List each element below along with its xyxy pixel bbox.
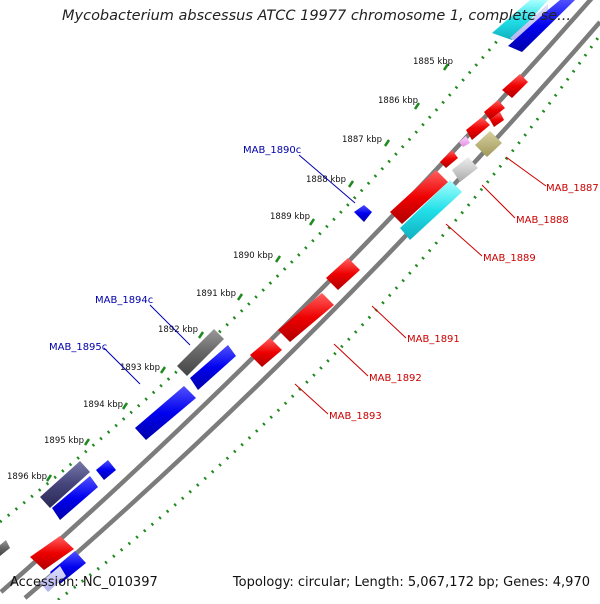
gene-feature[interactable]	[354, 205, 372, 222]
map-title: Mycobacterium abscessus ATCC 19977 chrom…	[62, 8, 571, 24]
gene-feature[interactable]	[40, 461, 90, 508]
gene-label-mab-1893[interactable]: MAB_1893	[329, 411, 382, 422]
tick-mark	[347, 180, 355, 188]
tick-mark	[308, 218, 316, 226]
gene-feature[interactable]	[466, 117, 490, 140]
tick-label: 1886 kbp	[378, 96, 418, 106]
gene-feature[interactable]	[96, 460, 116, 480]
tick-mark	[45, 474, 53, 482]
gene-feature[interactable]	[135, 386, 196, 440]
gene-label-mab-1891[interactable]: MAB_1891	[407, 334, 460, 345]
gene-feature[interactable]	[326, 258, 360, 290]
backbone-inner	[23, 20, 600, 600]
leader-line	[333, 343, 369, 377]
tick-mark	[236, 293, 244, 301]
gene-feature[interactable]	[490, 112, 504, 127]
gene-feature[interactable]	[390, 170, 448, 224]
tick-mark	[159, 366, 167, 374]
gene-feature[interactable]	[459, 136, 470, 147]
gene-feature[interactable]	[250, 338, 282, 367]
tick-label: 1890 kbp	[233, 251, 273, 261]
tick-label: 1891 kbp	[196, 289, 236, 299]
tick-mark	[83, 438, 91, 446]
leader-line	[149, 304, 191, 346]
tick-mark	[442, 63, 450, 71]
leader-lines	[103, 154, 547, 415]
leader-line	[103, 347, 141, 385]
tick-label: 1895 kbp	[44, 436, 84, 446]
leader-line	[371, 305, 407, 339]
gene-labels: MAB_1887 MAB_1888 MAB_1889 MAB_1891 MAB_…	[49, 145, 599, 422]
topology-summary: Topology: circular; Length: 5,067,172 bp…	[232, 575, 590, 590]
gene-feature[interactable]	[508, 0, 575, 52]
tick-label: 1892 kbp	[158, 325, 198, 335]
tick-label: 1885 kbp	[413, 57, 453, 67]
gene-feature[interactable]	[0, 540, 10, 556]
gene-feature[interactable]	[492, 0, 548, 40]
tick-label: 1894 kbp	[83, 400, 123, 410]
tick-mark	[413, 102, 421, 110]
leader-line	[298, 154, 356, 204]
leader-line	[481, 184, 516, 219]
gene-label-mab-1887[interactable]: MAB_1887	[546, 183, 599, 194]
reverse-genes	[0, 205, 372, 556]
gene-feature[interactable]	[452, 157, 478, 182]
gene-label-mab-1890c[interactable]: MAB_1890c	[243, 145, 301, 156]
gene-feature[interactable]	[510, 4, 548, 44]
gene-feature[interactable]	[40, 566, 66, 592]
tick-mark	[383, 139, 391, 147]
accession-text: Accession: NC_010397	[10, 575, 158, 590]
gene-feature[interactable]	[400, 180, 462, 240]
tick-labels: 1885 kbp 1886 kbp 1887 kbp 1888 kbp 1889…	[7, 57, 453, 482]
tick-label: 1896 kbp	[7, 472, 47, 482]
forward-genes	[30, 0, 575, 592]
tick-marks	[45, 63, 450, 482]
gene-feature[interactable]	[177, 329, 224, 376]
gene-feature[interactable]	[475, 131, 502, 157]
gene-label-mab-1895c[interactable]: MAB_1895c	[49, 342, 107, 353]
leader-line	[445, 223, 483, 257]
leader-line	[294, 383, 329, 415]
gene-feature[interactable]	[30, 536, 74, 570]
tick-mark	[197, 331, 205, 339]
gene-label-mab-1889[interactable]: MAB_1889	[483, 253, 536, 264]
gene-label-mab-1894c[interactable]: MAB_1894c	[95, 295, 153, 306]
gene-feature[interactable]	[502, 74, 528, 98]
tick-label: 1893 kbp	[120, 363, 160, 373]
tick-mark	[274, 255, 282, 263]
gene-feature[interactable]	[440, 150, 458, 168]
leader-line	[505, 156, 547, 187]
gene-feature[interactable]	[484, 100, 505, 120]
tick-mark	[121, 402, 129, 410]
tick-label: 1889 kbp	[270, 212, 310, 222]
tick-label: 1887 kbp	[342, 135, 382, 145]
gene-feature[interactable]	[190, 345, 236, 390]
gene-label-mab-1892[interactable]: MAB_1892	[369, 373, 422, 384]
gene-feature[interactable]	[278, 293, 334, 342]
gene-label-mab-1888[interactable]: MAB_1888	[516, 215, 569, 226]
gene-feature[interactable]	[52, 476, 98, 520]
tick-label: 1888 kbp	[306, 175, 346, 185]
